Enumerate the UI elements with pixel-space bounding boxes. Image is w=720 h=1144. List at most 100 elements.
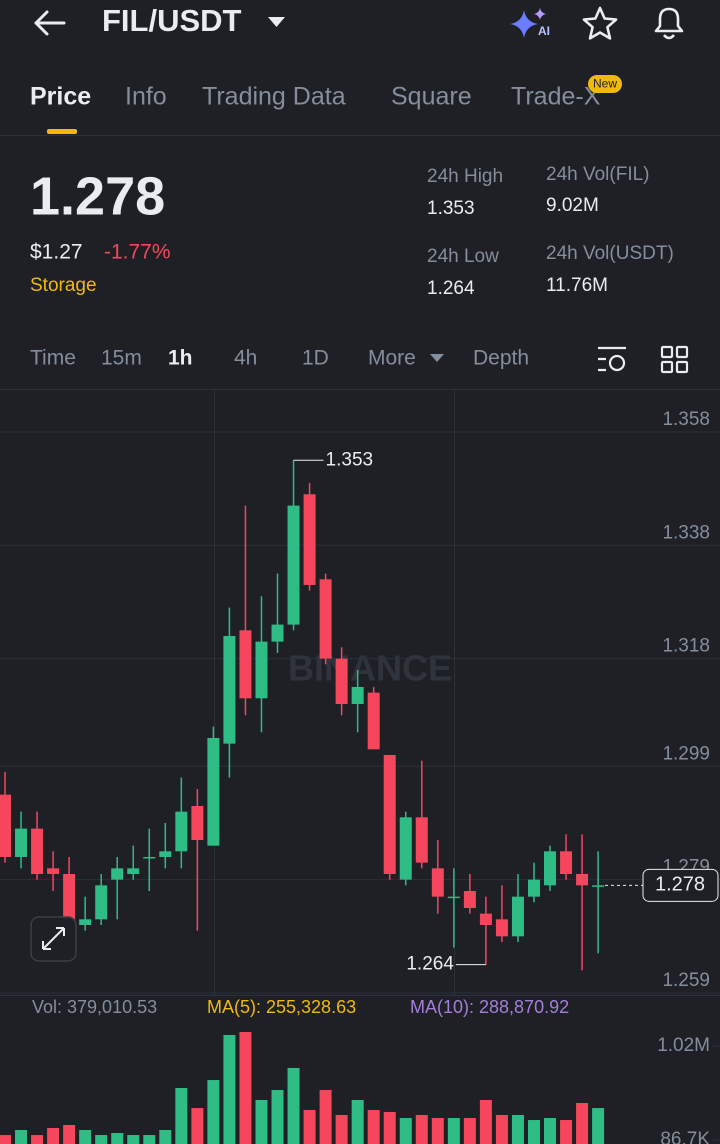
volume-bar <box>544 1118 557 1144</box>
high-annotation: 1.353 <box>326 449 374 470</box>
stat-value: 11.76M <box>546 275 608 296</box>
volume-bar <box>399 1118 412 1144</box>
tab[interactable]: Price <box>30 83 91 111</box>
tab[interactable]: Trade-X <box>511 83 601 111</box>
new-badge-text: New <box>593 77 617 91</box>
y-tick-label: 1.299 <box>662 743 710 764</box>
candle-body <box>191 805 204 840</box>
legend-entry: MA(10): 288,870.92 <box>410 997 569 1017</box>
volume-bar <box>511 1114 524 1144</box>
interval[interactable]: 1D <box>302 347 329 370</box>
candle-body <box>127 868 140 874</box>
candle-body <box>303 494 316 585</box>
tab[interactable]: Trading Data <box>202 83 346 111</box>
volume-bar <box>351 1099 364 1144</box>
volume-bar <box>560 1120 573 1144</box>
candle-body <box>287 505 300 625</box>
new-badge <box>588 75 622 93</box>
volume-bar <box>143 1135 156 1144</box>
candle-body <box>511 896 524 937</box>
interval[interactable]: 1h <box>168 347 193 370</box>
y-tick-label: 86.7K <box>660 1129 710 1144</box>
interval[interactable]: 4h <box>234 347 257 370</box>
y-tick-label: 1.358 <box>662 409 710 430</box>
candle-body <box>447 896 460 899</box>
favorite-button[interactable] <box>582 6 618 40</box>
candle-body <box>95 885 108 920</box>
candle-body <box>31 828 44 874</box>
candle-body <box>351 686 364 704</box>
stat-label: 24h Vol(USDT) <box>546 243 674 264</box>
volume-bar <box>495 1114 508 1144</box>
price-change: -1.77% <box>104 241 171 264</box>
volume-bar <box>31 1135 44 1144</box>
stat-value: 1.264 <box>427 278 475 299</box>
volume-bar <box>303 1109 316 1144</box>
candle-body <box>335 658 348 704</box>
candle-body <box>255 641 268 699</box>
stat-label: 24h Low <box>427 246 499 267</box>
volume-bar <box>527 1120 540 1144</box>
interval[interactable]: Time <box>30 347 76 370</box>
interval[interactable]: 15m <box>101 347 142 370</box>
y-tick-label: 1.02M <box>657 1035 710 1056</box>
volume-bar <box>367 1109 380 1144</box>
volume-bar <box>15 1129 28 1144</box>
last-price-label: 1.278 <box>655 874 705 896</box>
candle-body <box>415 817 428 863</box>
fullscreen-button[interactable] <box>30 916 77 962</box>
indicator-settings-button[interactable] <box>598 346 626 372</box>
interval[interactable]: Depth <box>473 347 529 370</box>
candle-body <box>63 873 76 920</box>
candle-body <box>223 635 236 744</box>
volume-bar <box>592 1108 605 1144</box>
candle-body <box>111 868 124 880</box>
ai-button[interactable]: AI <box>510 8 550 38</box>
last-price: 1.278 <box>30 166 165 226</box>
candle-body <box>0 794 11 857</box>
alert-button[interactable] <box>654 7 684 40</box>
stat-value: 9.02M <box>546 195 599 216</box>
candlestick-chart: 1.3581.3381.3181.2991.2791.2591.3531.264… <box>0 409 720 994</box>
last-price-box <box>642 868 719 902</box>
watermark: BINANCE <box>288 648 452 689</box>
tab[interactable]: Square <box>391 83 472 111</box>
candle-body <box>463 890 476 908</box>
volume-bar <box>479 1099 492 1144</box>
volume-bar <box>335 1114 348 1144</box>
tab[interactable]: Info <box>125 83 167 111</box>
candle-body <box>383 754 396 874</box>
volume-bar <box>287 1067 300 1144</box>
volume-bar <box>255 1099 268 1144</box>
volume-bar <box>0 1135 11 1144</box>
back-button[interactable] <box>34 10 66 36</box>
volume-bar <box>431 1118 444 1144</box>
usd-price: $1.27 <box>30 241 83 264</box>
volume-bar <box>576 1103 589 1144</box>
pair-dropdown[interactable] <box>268 17 285 27</box>
candle-body <box>207 737 220 846</box>
candle-body <box>47 868 60 874</box>
low-annotation: 1.264 <box>406 954 454 975</box>
candle-body <box>271 624 284 642</box>
svg-text:AI: AI <box>538 24 550 38</box>
volume-bar <box>319 1090 332 1144</box>
volume-bar <box>207 1080 220 1144</box>
layout-button[interactable] <box>660 345 689 374</box>
volume-bar <box>239 1031 252 1144</box>
volume-bar <box>271 1090 284 1144</box>
y-tick-label: 1.318 <box>662 636 710 657</box>
interval[interactable]: More <box>368 347 416 370</box>
more-dropdown[interactable] <box>430 354 444 362</box>
volume-bar <box>111 1133 124 1144</box>
legend-entry: MA(5): 255,328.63 <box>207 997 356 1017</box>
pair-title[interactable]: FIL/USDT <box>102 3 242 38</box>
candle-body <box>399 817 412 880</box>
y-tick-label: 1.338 <box>662 522 710 543</box>
sector-tag[interactable]: Storage <box>30 275 97 296</box>
volume-bar <box>63 1124 76 1144</box>
candle-body <box>239 630 252 699</box>
stat-value: 1.353 <box>427 198 475 219</box>
